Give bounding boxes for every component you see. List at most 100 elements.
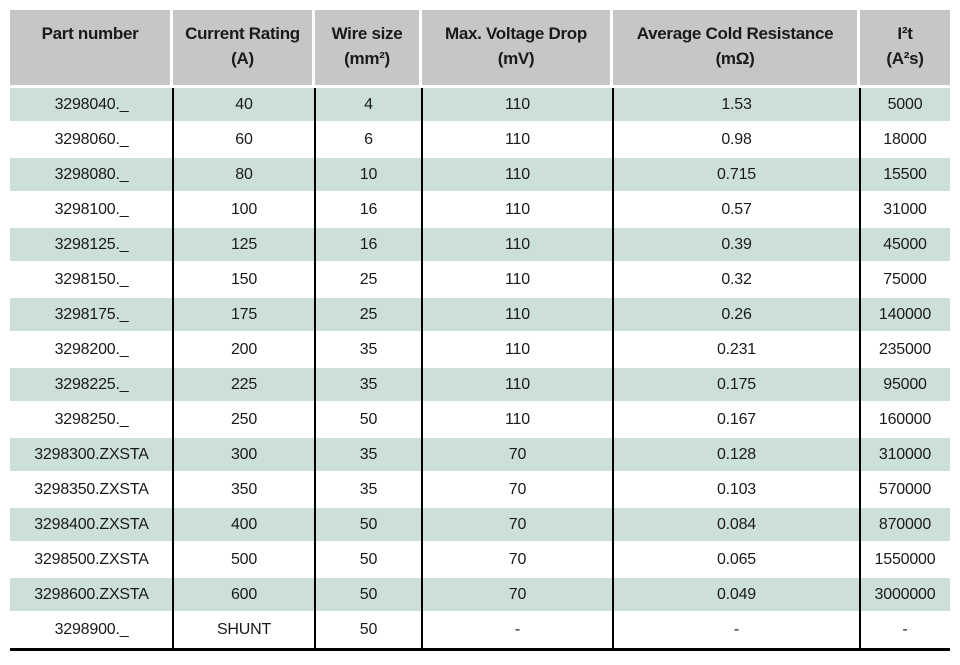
table-cell: 870000 — [860, 508, 950, 541]
table-row: 3298400.ZXSTA 400 50 70 0.084 870000 — [10, 508, 950, 541]
column-title: Part number — [41, 24, 139, 43]
table-cell: 300 — [173, 438, 315, 471]
table-cell: 100 — [173, 193, 315, 226]
table-cell: 3298600.ZXSTA — [10, 578, 173, 611]
table-cell: 600 — [173, 578, 315, 611]
column-title: Wire size — [331, 24, 403, 43]
table-row: 3298100._ 100 16 110 0.57 31000 — [10, 193, 950, 226]
table-cell: 0.98 — [613, 123, 860, 156]
table-cell: 70 — [422, 473, 613, 506]
table-row: 3298175._ 175 25 110 0.26 140000 — [10, 298, 950, 331]
table-cell: 0.103 — [613, 473, 860, 506]
table-cell: 110 — [422, 403, 613, 436]
table-cell: 110 — [422, 123, 613, 156]
table-cell: 35 — [315, 438, 422, 471]
table-cell: 0.26 — [613, 298, 860, 331]
table-cell: 45000 — [860, 228, 950, 261]
table-cell: 3298250._ — [10, 403, 173, 436]
table-cell: 110 — [422, 158, 613, 191]
spec-table: Part number Current Rating (A) Wire size (mm… — [10, 10, 950, 651]
table-row: 3298125._ 125 16 110 0.39 45000 — [10, 228, 950, 261]
table-header: Part number Current Rating (A) Wire size (mm… — [10, 10, 950, 85]
table-cell: 125 — [173, 228, 315, 261]
table-cell: 15500 — [860, 158, 950, 191]
table-cell: 75000 — [860, 263, 950, 296]
table-cell: 3298900._ — [10, 613, 173, 646]
table-cell: 40 — [173, 88, 315, 121]
table-row: 3298040._ 40 4 110 1.53 5000 — [10, 88, 950, 121]
table-cell: 1550000 — [860, 543, 950, 576]
table-cell: 0.39 — [613, 228, 860, 261]
table-bottom-border — [10, 648, 950, 651]
table-cell: 50 — [315, 508, 422, 541]
column-unit: (A²s) — [886, 49, 924, 68]
table-cell: 70 — [422, 508, 613, 541]
table-cell: 0.715 — [613, 158, 860, 191]
table-cell: 3298350.ZXSTA — [10, 473, 173, 506]
column-unit: (mm²) — [344, 49, 390, 68]
table-cell: 0.065 — [613, 543, 860, 576]
table-cell: SHUNT — [173, 613, 315, 646]
table-cell: 3298080._ — [10, 158, 173, 191]
table-cell: 3298125._ — [10, 228, 173, 261]
table-cell: 50 — [315, 403, 422, 436]
column-unit: (mV) — [497, 49, 535, 68]
table-cell: 160000 — [860, 403, 950, 436]
table-cell: 70 — [422, 578, 613, 611]
table-cell: 0.167 — [613, 403, 860, 436]
column-header: Wire size (mm²) — [315, 10, 422, 85]
table-cell: 0.128 — [613, 438, 860, 471]
table-row: 3298350.ZXSTA 350 35 70 0.103 570000 — [10, 473, 950, 506]
table-cell: 110 — [422, 333, 613, 366]
column-title: Max. Voltage Drop — [445, 24, 587, 43]
table-cell: 110 — [422, 228, 613, 261]
table-cell: 6 — [315, 123, 422, 156]
table-row: 3298300.ZXSTA 300 35 70 0.128 310000 — [10, 438, 950, 471]
column-title: Current Rating — [185, 24, 300, 43]
column-header: Average Cold Resistance (mΩ) — [613, 10, 860, 85]
table-cell: 3298040._ — [10, 88, 173, 121]
table-cell: 16 — [315, 193, 422, 226]
table-cell: 400 — [173, 508, 315, 541]
table-row: 3298150._ 150 25 110 0.32 75000 — [10, 263, 950, 296]
column-header: I²t (A²s) — [860, 10, 950, 85]
column-header: Current Rating (A) — [173, 10, 315, 85]
table-cell: 35 — [315, 333, 422, 366]
column-title: I²t — [897, 24, 913, 43]
table-row: 3298080._ 80 10 110 0.715 15500 — [10, 158, 950, 191]
table-cell: 3298060._ — [10, 123, 173, 156]
table-cell: 3298100._ — [10, 193, 173, 226]
table-row: 3298225._ 225 35 110 0.175 95000 — [10, 368, 950, 401]
table-cell: - — [613, 613, 860, 646]
table-cell: 31000 — [860, 193, 950, 226]
column-header: Max. Voltage Drop (mV) — [422, 10, 613, 85]
table-cell: 0.57 — [613, 193, 860, 226]
table-cell: 500 — [173, 543, 315, 576]
table-cell: 3298175._ — [10, 298, 173, 331]
table-cell: 0.084 — [613, 508, 860, 541]
column-unit: (mΩ) — [715, 49, 755, 68]
table-cell: - — [422, 613, 613, 646]
table-body: 3298040._ 40 4 110 1.53 5000 3298060._ 60 6 110 0.… — [10, 88, 950, 646]
column-unit: (A) — [231, 49, 254, 68]
table-cell: 35 — [315, 368, 422, 401]
table-cell: 50 — [315, 613, 422, 646]
table-cell: 0.175 — [613, 368, 860, 401]
table-cell: 110 — [422, 263, 613, 296]
table-cell: 110 — [422, 298, 613, 331]
table-cell: 3298400.ZXSTA — [10, 508, 173, 541]
table-cell: 3298500.ZXSTA — [10, 543, 173, 576]
table-cell: 0.231 — [613, 333, 860, 366]
table-row: 3298600.ZXSTA 600 50 70 0.049 3000000 — [10, 578, 950, 611]
table-cell: 175 — [173, 298, 315, 331]
table-cell: 95000 — [860, 368, 950, 401]
table-cell: 3298225._ — [10, 368, 173, 401]
table-cell: 80 — [173, 158, 315, 191]
table-cell: 16 — [315, 228, 422, 261]
table-cell: 4 — [315, 88, 422, 121]
table-cell: 110 — [422, 368, 613, 401]
table-cell: 3298200._ — [10, 333, 173, 366]
table-cell: 3000000 — [860, 578, 950, 611]
column-title: Average Cold Resistance — [636, 24, 834, 43]
table-cell: 225 — [173, 368, 315, 401]
